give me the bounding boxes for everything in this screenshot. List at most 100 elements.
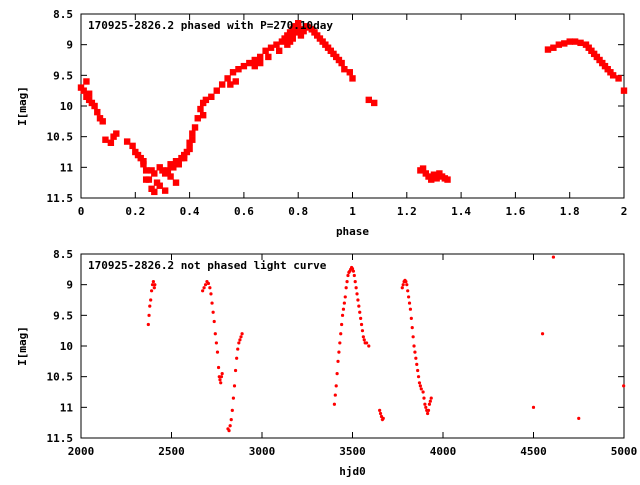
data-point (129, 142, 136, 150)
phased-x-tick-label: 1 (349, 205, 356, 218)
phased-x-tick-label: 1.2 (397, 205, 417, 218)
data-point (343, 295, 347, 299)
unphased-x-tick-label: 2000 (68, 445, 95, 458)
data-point (102, 136, 109, 143)
data-point (300, 27, 307, 35)
data-point (351, 269, 356, 273)
data-point (189, 130, 196, 137)
data-point (350, 267, 355, 271)
data-point (230, 408, 234, 412)
unphased-x-tick-label: 3500 (339, 445, 366, 458)
data-point (531, 405, 536, 409)
data-point (422, 396, 426, 400)
phased-y-tick-label: 9.5 (53, 69, 73, 82)
data-point (251, 56, 258, 64)
data-point (352, 273, 356, 278)
data-point (191, 124, 199, 131)
unphased-chart-title: 170925-2826.2 not phased light curve (88, 259, 327, 272)
data-point (148, 167, 155, 174)
data-point (332, 402, 336, 406)
data-point (561, 40, 568, 47)
data-point (284, 41, 291, 48)
data-point (340, 313, 345, 317)
data-point (555, 41, 563, 48)
data-point (430, 171, 438, 178)
data-point (361, 335, 365, 339)
data-point (149, 298, 153, 302)
data-point (256, 59, 264, 67)
data-point (550, 44, 557, 51)
data-point (359, 316, 363, 320)
data-point (231, 396, 236, 400)
data-point (85, 90, 93, 97)
data-point (273, 41, 280, 48)
data-point (199, 112, 207, 119)
data-point (354, 286, 358, 290)
data-point (275, 47, 283, 54)
data-point (91, 102, 98, 110)
data-point (152, 286, 156, 290)
unphased-data-points (146, 255, 626, 433)
phased-data-points (77, 20, 628, 196)
data-point (208, 93, 215, 100)
data-point (170, 164, 177, 171)
data-point (227, 429, 231, 433)
data-point (213, 87, 220, 94)
data-point (406, 289, 410, 293)
unphased-x-tick-label: 3000 (249, 445, 276, 458)
data-point (340, 322, 344, 327)
data-point (251, 62, 258, 70)
data-point (577, 39, 584, 47)
unphased-y-tick-label: 10.5 (47, 371, 74, 384)
phased-y-tick-label: 11 (60, 161, 74, 174)
data-point (622, 384, 626, 388)
data-point (334, 384, 338, 388)
data-point (151, 188, 158, 196)
data-point (265, 53, 272, 61)
data-point (338, 341, 342, 345)
data-point (236, 347, 240, 351)
data-point (428, 176, 435, 183)
data-point (566, 38, 573, 45)
data-point (341, 307, 346, 311)
data-point (577, 416, 581, 420)
unphased-x-tick-label: 2500 (158, 445, 185, 458)
phased-x-tick-label: 1.8 (560, 205, 580, 218)
data-point (238, 338, 242, 342)
data-point (140, 158, 147, 165)
data-point (149, 289, 154, 293)
data-point (353, 280, 357, 284)
data-point (219, 381, 223, 385)
phased-x-tick-label: 0.6 (234, 205, 254, 218)
phased-y-axis-label: I[mag] (16, 86, 29, 126)
data-point (423, 402, 427, 406)
data-point (433, 175, 440, 182)
data-point (213, 332, 217, 336)
data-point (339, 332, 343, 336)
data-point (94, 108, 101, 116)
data-point (426, 411, 430, 416)
phased-y-tick-label: 10 (60, 100, 73, 113)
data-point (237, 341, 241, 345)
data-point (201, 289, 205, 293)
unphased-x-tick-label: 4500 (520, 445, 547, 458)
data-point (414, 356, 418, 360)
phased-x-tick-label: 0.4 (180, 205, 200, 218)
data-point (80, 87, 87, 94)
data-point (355, 292, 359, 296)
data-point (408, 307, 413, 311)
data-point (362, 338, 366, 342)
data-point (186, 145, 193, 153)
data-point (146, 322, 150, 327)
data-point (142, 167, 150, 174)
data-point (365, 96, 372, 104)
data-point (232, 384, 237, 388)
data-point (333, 393, 337, 397)
data-point (206, 281, 211, 286)
unphased-y-tick-label: 8.5 (53, 248, 73, 261)
data-point (267, 44, 275, 51)
data-point (161, 187, 169, 194)
data-point (407, 301, 412, 305)
data-point (426, 408, 431, 412)
data-point (344, 286, 348, 290)
